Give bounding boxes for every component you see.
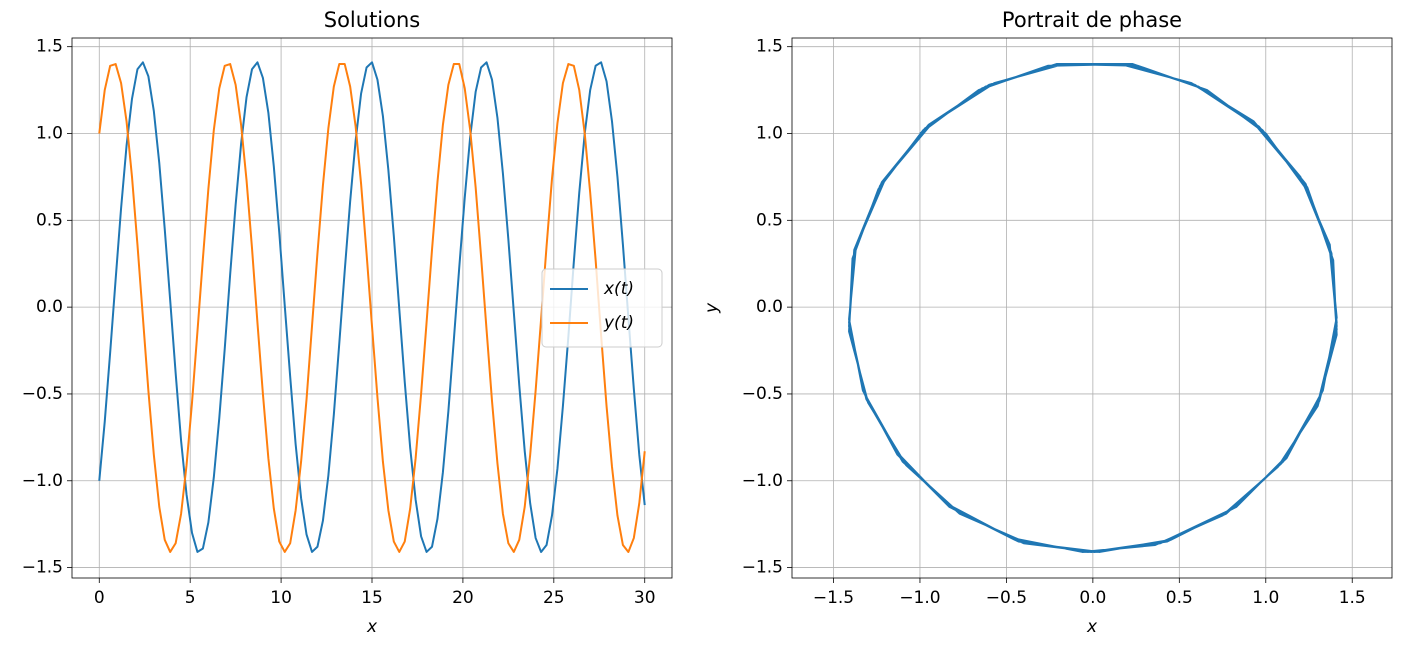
series-line xyxy=(98,61,646,553)
legend: x(t) y(t) xyxy=(541,268,663,348)
y-tick-label: 1.0 xyxy=(36,123,63,143)
y-tick-label: 0.0 xyxy=(756,297,783,317)
legend-label: x(t) xyxy=(603,279,634,299)
legend-box xyxy=(541,268,663,348)
y-tick-label: −1.0 xyxy=(22,471,63,491)
x-tick-label: −1.5 xyxy=(813,588,854,608)
x-tick-label: 20 xyxy=(452,588,474,608)
series-line xyxy=(848,63,1338,553)
y-tick-label: 1.5 xyxy=(36,37,63,57)
chart-panel: 0 5 10 15 20 25 30 −1.5 −1.0 −0.5 0.0 0.5 1.0 1.5 Solu… xyxy=(22,8,673,637)
series-line xyxy=(98,63,646,553)
x-tick-label: 0.5 xyxy=(1166,588,1193,608)
plot-frame xyxy=(791,37,1393,579)
x-axis-label: x xyxy=(1086,617,1098,637)
y-tick-label: 0.5 xyxy=(756,210,783,230)
y-tick-label: −0.5 xyxy=(742,384,783,404)
x-tick-label: 10 xyxy=(270,588,292,608)
x-tick-label: 1.0 xyxy=(1252,588,1279,608)
x-tick-label: 5 xyxy=(185,588,196,608)
x-tick-label: −1.0 xyxy=(899,588,940,608)
plot-frame xyxy=(71,37,673,579)
chart-title: Solutions xyxy=(324,8,421,32)
chart-title: Portrait de phase xyxy=(1002,8,1182,32)
legend-label: y(t) xyxy=(603,313,634,333)
x-tick-label: 1.5 xyxy=(1339,588,1366,608)
x-tick-label: 0 xyxy=(94,588,105,608)
x-tick-label: 30 xyxy=(634,588,656,608)
y-tick-label: −1.0 xyxy=(742,471,783,491)
y-tick-label: −0.5 xyxy=(22,384,63,404)
x-tick-label: −0.5 xyxy=(986,588,1027,608)
y-tick-label: 0.5 xyxy=(36,210,63,230)
y-tick-label: −1.5 xyxy=(22,558,63,578)
x-axis-label: x xyxy=(366,617,378,637)
x-tick-label: 0.0 xyxy=(1079,588,1106,608)
y-tick-label: 1.0 xyxy=(756,123,783,143)
x-tick-label: 25 xyxy=(543,588,565,608)
x-tick-label: 15 xyxy=(361,588,383,608)
y-tick-label: −1.5 xyxy=(742,558,783,578)
y-tick-label: 1.5 xyxy=(756,37,783,57)
chart-panel: −1.5 −1.0 −0.5 0.0 0.5 1.0 1.5 −1.5 −1.0 −0.5 0.0 0… xyxy=(702,8,1393,637)
y-tick-label: 0.0 xyxy=(36,297,63,317)
y-axis-label: y xyxy=(702,302,722,314)
